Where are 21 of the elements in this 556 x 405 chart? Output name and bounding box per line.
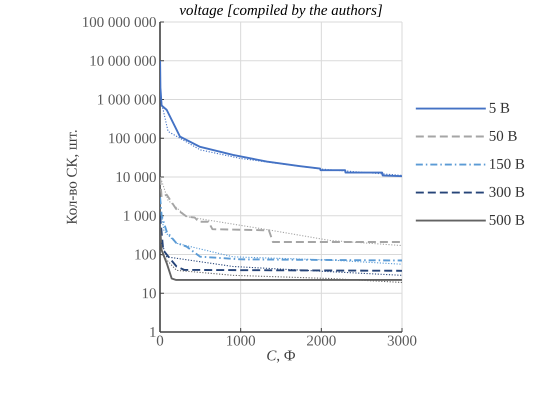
- y-tick-label: 10: [142, 288, 156, 298]
- x-tick-label: 3000: [388, 336, 416, 346]
- x-tick-label: 1000: [227, 336, 256, 346]
- legend-label: 5 В: [490, 102, 510, 113]
- legend-label: 500 В: [490, 214, 524, 225]
- y-tick-label: 10 000: [116, 172, 156, 182]
- y-tick-label: 1 000: [124, 210, 156, 221]
- y-axis-title: Кол-во СК, шт.: [66, 130, 79, 224]
- x-tick-label: 0: [156, 336, 164, 346]
- y-tick-label: 100 000: [109, 133, 156, 144]
- x-tick-label: 2000: [307, 336, 336, 346]
- legend-label: 300 В: [489, 186, 524, 197]
- y-tick-label: 10 000 000: [90, 56, 156, 66]
- y-tick-label: 1 000 000: [98, 94, 156, 105]
- legend-label: 50 В: [490, 130, 517, 141]
- x-axis-title: C, Ф: [267, 350, 296, 363]
- y-tick-label: 1: [150, 327, 156, 337]
- legend-label: 150 В: [490, 158, 524, 169]
- y-tick-label: 100 000 000: [83, 16, 156, 28]
- chart-title: voltage [compiled by the authors]: [180, 4, 382, 18]
- y-tick-label: 100: [135, 249, 156, 260]
